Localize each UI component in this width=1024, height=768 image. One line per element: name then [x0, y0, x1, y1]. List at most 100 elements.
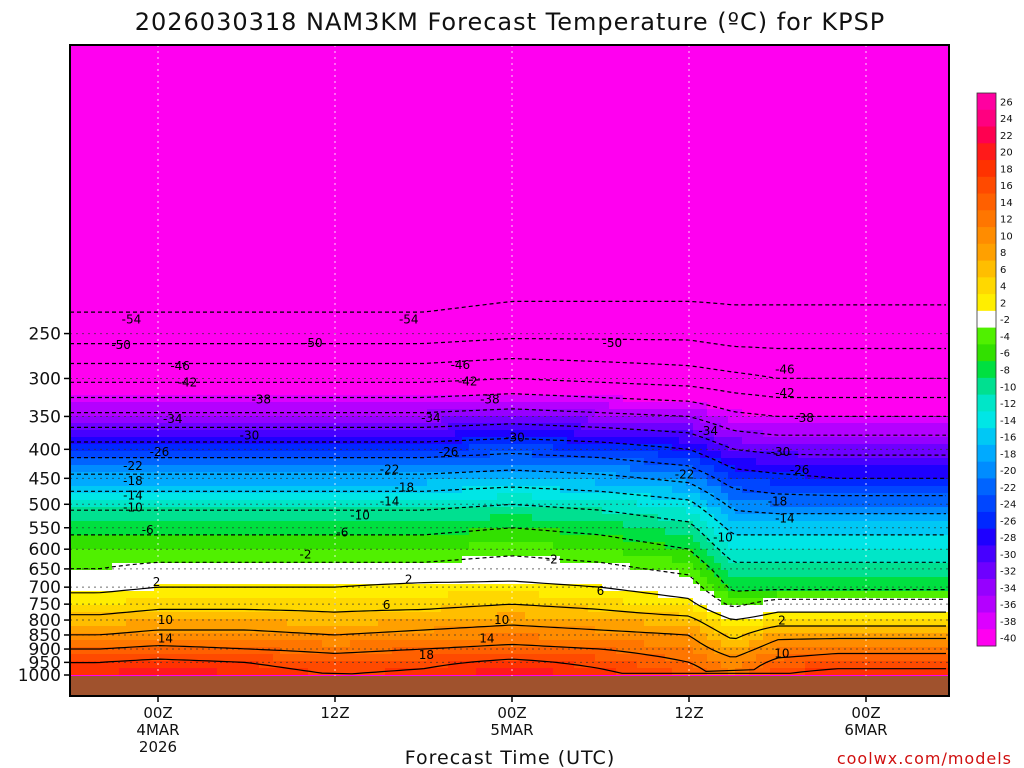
field-cell	[868, 136, 876, 144]
field-cell	[399, 101, 407, 109]
field-cell	[777, 206, 785, 214]
field-cell	[217, 318, 225, 326]
field-cell	[476, 73, 484, 81]
field-cell	[245, 101, 253, 109]
field-cell	[112, 234, 120, 242]
field-cell	[91, 297, 99, 305]
field-cell	[161, 318, 169, 326]
field-cell	[644, 101, 652, 109]
field-cell	[637, 248, 645, 256]
field-cell	[826, 157, 834, 165]
field-cell	[238, 59, 246, 67]
field-cell	[175, 115, 183, 123]
field-cell	[497, 269, 505, 277]
field-cell	[301, 73, 309, 81]
field-cell	[798, 311, 806, 319]
field-cell	[875, 108, 883, 116]
field-cell	[861, 276, 869, 284]
field-cell	[441, 122, 449, 130]
field-cell	[343, 241, 351, 249]
field-cell	[364, 297, 372, 305]
field-cell	[679, 283, 687, 291]
field-cell	[889, 227, 897, 235]
field-cell	[511, 171, 519, 179]
field-cell	[266, 115, 274, 123]
field-cell	[217, 290, 225, 298]
field-cell	[315, 192, 323, 200]
field-cell	[567, 199, 575, 207]
field-cell	[868, 80, 876, 88]
field-cell	[441, 304, 449, 312]
field-cell	[455, 122, 463, 130]
field-cell	[812, 143, 820, 151]
field-cell	[581, 73, 589, 81]
field-cell	[462, 269, 470, 277]
field-cell	[938, 234, 946, 242]
field-cell	[721, 269, 729, 277]
field-cell	[553, 150, 561, 158]
field-cell	[294, 136, 302, 144]
field-cell	[357, 136, 365, 144]
field-cell	[805, 178, 813, 186]
field-cell	[777, 45, 785, 53]
field-cell	[70, 318, 78, 326]
field-cell	[252, 150, 260, 158]
field-cell	[357, 52, 365, 60]
field-cell	[581, 220, 589, 228]
field-cell	[693, 248, 701, 256]
field-cell	[686, 101, 694, 109]
field-cell	[280, 143, 288, 151]
field-cell	[427, 73, 435, 81]
field-cell	[385, 150, 393, 158]
field-cell	[490, 59, 498, 67]
field-cell	[805, 241, 813, 249]
field-cell	[434, 129, 442, 137]
field-cell	[231, 59, 239, 67]
field-cell	[546, 101, 554, 109]
field-cell	[616, 178, 624, 186]
field-cell	[553, 199, 561, 207]
field-cell	[462, 297, 470, 305]
field-cell	[301, 318, 309, 326]
field-cell	[112, 94, 120, 102]
field-cell	[616, 164, 624, 172]
field-cell	[945, 213, 949, 221]
field-cell	[595, 213, 603, 221]
field-cell	[231, 269, 239, 277]
field-cell	[616, 297, 624, 305]
field-cell	[357, 80, 365, 88]
field-cell	[679, 311, 687, 319]
field-cell	[371, 129, 379, 137]
field-cell	[469, 87, 477, 95]
field-cell	[287, 87, 295, 95]
field-cell	[546, 178, 554, 186]
field-cell	[896, 220, 904, 228]
field-cell	[420, 220, 428, 228]
field-cell	[805, 206, 813, 214]
field-cell	[574, 311, 582, 319]
field-cell	[560, 206, 568, 214]
field-cell	[462, 227, 470, 235]
field-cell	[511, 241, 519, 249]
field-cell	[693, 164, 701, 172]
field-cell	[945, 178, 949, 186]
field-cell	[161, 136, 169, 144]
field-cell	[861, 143, 869, 151]
field-cell	[203, 234, 211, 242]
field-cell	[133, 45, 141, 53]
field-cell	[483, 192, 491, 200]
field-cell	[259, 290, 267, 298]
field-cell	[560, 150, 568, 158]
field-cell	[126, 122, 134, 130]
field-cell	[861, 304, 869, 312]
field-cell	[434, 311, 442, 319]
field-cell	[630, 80, 638, 88]
field-cell	[126, 73, 134, 81]
field-cell	[70, 122, 78, 130]
field-cell	[679, 199, 687, 207]
field-cell	[931, 241, 939, 249]
field-cell	[434, 199, 442, 207]
field-cell	[924, 80, 932, 88]
field-cell	[245, 157, 253, 165]
field-cell	[266, 192, 274, 200]
